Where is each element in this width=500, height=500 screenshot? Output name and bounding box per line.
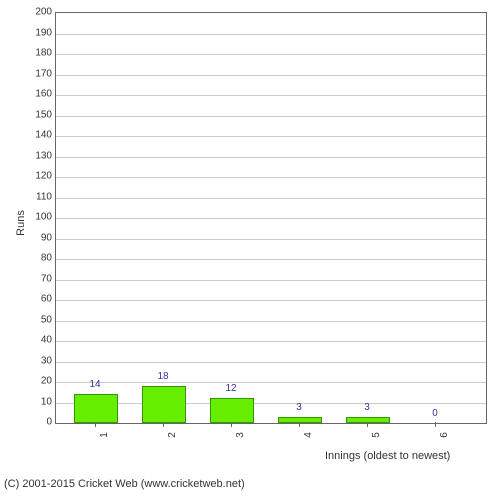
ytick-label: 10 [27, 396, 52, 407]
ytick-label: 110 [27, 191, 52, 202]
bar [210, 398, 254, 423]
chart-container: Runs Innings (oldest to newest) (C) 2001… [0, 0, 500, 500]
y-axis-label: Runs [15, 210, 27, 236]
xtick-label: 1 [99, 432, 110, 438]
ytick-label: 50 [27, 314, 52, 325]
ytick-label: 70 [27, 273, 52, 284]
bar [142, 386, 186, 423]
bar-value-label: 3 [364, 402, 370, 413]
ytick-label: 190 [27, 27, 52, 38]
ytick-label: 120 [27, 171, 52, 182]
ytick-label: 20 [27, 376, 52, 387]
gridline [56, 116, 486, 117]
xtick-mark [163, 422, 164, 427]
copyright-text: (C) 2001-2015 Cricket Web (www.cricketwe… [4, 478, 245, 490]
bar-value-label: 0 [432, 408, 438, 419]
bar-value-label: 18 [157, 371, 168, 382]
ytick-label: 170 [27, 68, 52, 79]
ytick-label: 80 [27, 253, 52, 264]
gridline [56, 75, 486, 76]
xtick-label: 6 [439, 432, 450, 438]
gridline [56, 300, 486, 301]
gridline [56, 382, 486, 383]
gridline [56, 341, 486, 342]
gridline [56, 95, 486, 96]
bar [346, 417, 390, 423]
xtick-label: 3 [235, 432, 246, 438]
bar-value-label: 3 [296, 402, 302, 413]
gridline [56, 280, 486, 281]
ytick-label: 200 [27, 7, 52, 18]
ytick-label: 150 [27, 109, 52, 120]
xtick-label: 2 [167, 432, 178, 438]
gridline [56, 362, 486, 363]
bar-value-label: 14 [89, 379, 100, 390]
xtick-mark [95, 422, 96, 427]
ytick-label: 90 [27, 232, 52, 243]
gridline [56, 177, 486, 178]
ytick-label: 30 [27, 355, 52, 366]
bar [278, 417, 322, 423]
ytick-label: 60 [27, 294, 52, 305]
xtick-mark [299, 422, 300, 427]
ytick-label: 180 [27, 48, 52, 59]
bar-value-label: 12 [225, 383, 236, 394]
gridline [56, 198, 486, 199]
ytick-label: 160 [27, 89, 52, 100]
bar [74, 394, 118, 423]
gridline [56, 157, 486, 158]
xtick-mark [367, 422, 368, 427]
ytick-label: 0 [27, 417, 52, 428]
ytick-label: 100 [27, 212, 52, 223]
gridline [56, 259, 486, 260]
ytick-label: 140 [27, 130, 52, 141]
gridline [56, 403, 486, 404]
gridline [56, 54, 486, 55]
plot-area [55, 12, 487, 424]
ytick-label: 130 [27, 150, 52, 161]
xtick-label: 4 [303, 432, 314, 438]
xtick-mark [231, 422, 232, 427]
xtick-mark [435, 422, 436, 427]
xtick-label: 5 [371, 432, 382, 438]
gridline [56, 136, 486, 137]
gridline [56, 321, 486, 322]
gridline [56, 218, 486, 219]
gridline [56, 239, 486, 240]
x-axis-label: Innings (oldest to newest) [325, 450, 450, 462]
ytick-label: 40 [27, 335, 52, 346]
gridline [56, 34, 486, 35]
